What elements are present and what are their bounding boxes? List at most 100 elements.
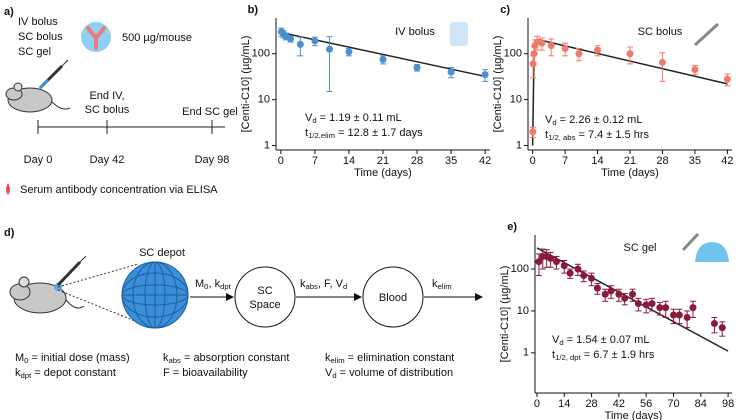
text-part: t	[305, 127, 308, 139]
point	[413, 64, 421, 72]
x-tick-label: 7	[562, 155, 568, 167]
subscript: elim	[438, 282, 452, 291]
subscript: 1/2,elim	[308, 131, 335, 140]
timeline-note: End IV,	[89, 90, 124, 102]
panel-label: d)	[4, 227, 15, 239]
text-part: V	[545, 114, 553, 126]
y-tick-label: 100	[504, 48, 522, 60]
timeline-day: Day 0	[24, 154, 53, 166]
panel-label: c)	[500, 4, 510, 16]
text-part: , k	[208, 278, 220, 290]
annotation: Vd = 1.54 ± 0.07 mL	[552, 334, 649, 347]
text-part: M	[195, 278, 204, 290]
x-axis-label: Time (days)	[601, 167, 659, 179]
x-tick-label: 7	[312, 155, 318, 167]
antibody-icon	[81, 22, 111, 52]
point	[642, 301, 650, 309]
text-part: k	[432, 278, 438, 290]
syringe-icon	[693, 22, 720, 47]
point	[447, 68, 455, 76]
x-tick-label: 0	[534, 398, 540, 410]
text-part: V	[305, 112, 313, 124]
depot-sphere	[121, 261, 189, 329]
x-tick-label: 28	[585, 398, 597, 410]
route: SC bolus	[18, 31, 63, 43]
subscript: abs	[306, 282, 319, 291]
panel-label: a)	[4, 6, 14, 18]
depot-label: SC depot	[139, 247, 185, 259]
text-part: = depot constant	[31, 367, 116, 379]
definition: kdpt = depot constant	[15, 367, 116, 380]
blood-drop	[6, 183, 10, 195]
gel-icon	[695, 242, 729, 262]
annotation: Vd = 1.19 ± 0.11 mL	[305, 112, 402, 125]
text-part: = elimination constant	[345, 352, 455, 364]
subscript: elim	[331, 356, 345, 365]
annotation: t1/2, dpt = 6.7 ± 1.9 hrs	[552, 349, 655, 362]
text-part: V	[552, 334, 560, 346]
point	[311, 37, 319, 45]
text-part: M	[15, 352, 24, 364]
text-part: = initial dose (mass)	[28, 352, 129, 364]
point	[575, 50, 583, 58]
subscript: dpt	[220, 282, 232, 291]
text-part: = 7.4 ± 1.5 hrs	[575, 129, 649, 141]
point	[594, 46, 602, 54]
route: IV bolus	[18, 16, 58, 28]
point	[561, 44, 569, 52]
x-tick-label: 42	[721, 155, 733, 167]
text-part: , F, V	[318, 278, 344, 290]
point	[629, 290, 637, 298]
y-tick-label: 10	[258, 94, 270, 106]
subscript: 1/2, abs	[548, 133, 576, 142]
annotation: t1/2,elim = 12.8 ± 1.7 days	[305, 127, 423, 140]
point	[648, 300, 656, 308]
timeline-day: Day 42	[90, 154, 125, 166]
point	[601, 290, 609, 298]
text-part: t	[545, 129, 548, 141]
panel-label: e)	[507, 221, 517, 233]
point	[634, 300, 642, 308]
y-tick-label: 1	[523, 347, 529, 359]
x-tick-label: 28	[411, 155, 423, 167]
point	[326, 45, 333, 53]
point	[723, 75, 731, 83]
rate-label: kabs, F, Vd	[300, 278, 347, 291]
point	[588, 274, 596, 282]
annotation: Vd = 2.26 ± 0.12 mL	[545, 114, 642, 127]
point	[287, 35, 295, 43]
text-part: t	[552, 349, 555, 361]
compartment	[362, 266, 424, 328]
text-part: k	[325, 352, 331, 364]
point	[379, 55, 387, 63]
subscript: 1/2, dpt	[555, 353, 582, 362]
point	[547, 42, 555, 50]
x-axis-label: Time (days)	[354, 167, 412, 179]
point	[560, 262, 568, 270]
compartment-label: Space	[249, 299, 280, 311]
definition: F = bioavailability	[163, 367, 248, 379]
point	[607, 287, 615, 295]
point	[535, 258, 543, 266]
y-tick-label: 1	[516, 139, 522, 151]
point	[656, 304, 664, 312]
iv-bag-icon	[450, 22, 468, 46]
text-part: k	[15, 367, 21, 379]
subscript: abs	[169, 356, 182, 365]
point	[718, 324, 726, 332]
x-tick-label: 42	[479, 155, 491, 167]
compartment-label: SC	[257, 285, 272, 297]
chart-title: SC gel	[623, 242, 656, 254]
timeline-day: Day 98	[195, 154, 230, 166]
y-tick-label: 10	[510, 94, 522, 106]
x-tick-label: 21	[624, 155, 636, 167]
text-part: = absorption constant	[181, 352, 290, 364]
x-tick-label: 14	[558, 398, 570, 410]
subscript: d	[552, 118, 556, 127]
chart-title: IV bolus	[395, 26, 435, 38]
x-tick-label: 0	[278, 155, 284, 167]
definition: M0 = initial dose (mass)	[15, 352, 130, 365]
point	[626, 50, 634, 58]
point	[710, 320, 718, 328]
x-tick-label: 0	[530, 155, 536, 167]
